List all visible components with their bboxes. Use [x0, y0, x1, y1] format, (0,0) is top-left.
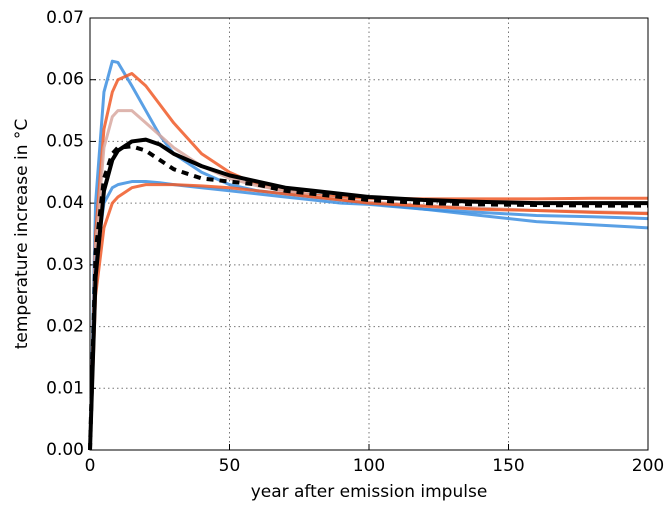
x-tick-label: 150	[492, 456, 524, 476]
y-tick-label: 0.01	[46, 378, 84, 398]
x-tick-label: 200	[632, 456, 664, 476]
x-tick-label: 50	[219, 456, 241, 476]
y-tick-label: 0.02	[46, 317, 84, 337]
line-series	[88, 59, 649, 451]
y-tick-label: 0.06	[46, 70, 84, 90]
line-series	[88, 137, 648, 451]
y-axis-label: temperature increase in °C	[12, 119, 32, 350]
x-axis-label: year after emission impulse	[251, 482, 488, 502]
y-tick-label: 0.03	[46, 255, 84, 275]
y-tick-label: 0.00	[46, 440, 84, 460]
y-tick-label: 0.07	[46, 8, 84, 28]
line-series	[88, 72, 648, 451]
x-tick-label: 0	[85, 456, 96, 476]
line-series	[88, 144, 648, 451]
y-tick-label: 0.04	[46, 193, 84, 213]
y-tick-label: 0.05	[46, 131, 84, 151]
x-tick-label: 100	[353, 456, 385, 476]
line-series	[88, 180, 649, 451]
plot-frame	[89, 17, 649, 451]
line-series	[88, 183, 649, 451]
